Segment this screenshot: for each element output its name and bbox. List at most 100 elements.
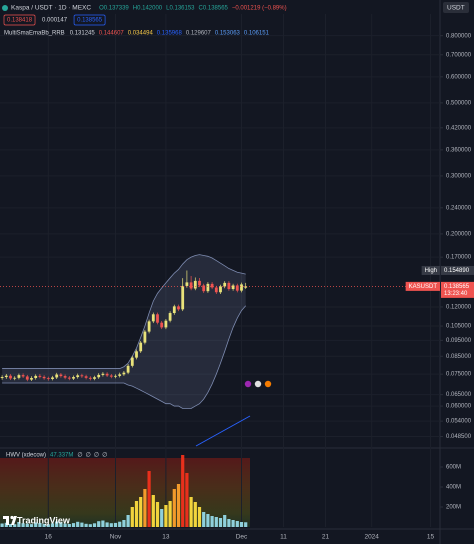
indicator-value: 0.144607 (99, 31, 125, 37)
x-tick-label: 16 (45, 534, 53, 541)
volume-bar (143, 489, 147, 527)
price-box (73, 14, 106, 26)
price-box (3, 14, 36, 26)
candle-body (177, 306, 180, 310)
candle-body (143, 331, 147, 343)
volume-bar (185, 473, 189, 527)
price-box-text: 0.138565 (77, 18, 103, 24)
volume-bar (21, 523, 25, 527)
candle-body (164, 320, 168, 328)
volume-bar (244, 522, 248, 527)
y-tick-label: 0.200000 (446, 231, 472, 237)
volume-bar (17, 522, 21, 527)
na-mark: ∅ (102, 452, 107, 459)
symbol-icon (2, 5, 8, 11)
volume-bar (0, 523, 4, 527)
volume-bar (172, 489, 176, 527)
ohlc-value: C0.138565 (199, 6, 229, 12)
volume-bar (101, 520, 105, 527)
volume-bar (50, 523, 55, 527)
candle-body (59, 374, 63, 377)
x-tick-label: Nov (110, 534, 122, 541)
y-tick-label: 0.360000 (446, 147, 472, 153)
candle-body (51, 377, 54, 380)
volume-bar (134, 501, 139, 527)
indicator-value: 0.106151 (244, 31, 270, 37)
y-tick-label: 0.600000 (446, 74, 472, 80)
y-tick-label: 0.500000 (446, 100, 472, 106)
candle-body (202, 285, 206, 292)
x-tick-label: 2024 (364, 534, 379, 541)
candle-body (105, 373, 109, 376)
symbol: Kaspa / USDT · 1D · MEXC (11, 5, 91, 12)
volume-bar (126, 515, 130, 527)
band-upper (2, 254, 246, 369)
y-tick-label: 0.054000 (446, 419, 472, 425)
indicator-value: 0.129607 (186, 31, 212, 37)
volume-bar (155, 502, 160, 527)
annotation-value: 0.138565 (444, 284, 470, 290)
annotation-sub: 13:23:40 (444, 291, 468, 297)
candle-body (114, 375, 117, 377)
volume-bar (223, 515, 227, 527)
y-tick-label: 0.065000 (446, 392, 472, 398)
volume-bar (239, 522, 244, 527)
candle-body (88, 377, 92, 379)
trend-line (195, 415, 251, 447)
candle-body (181, 285, 185, 310)
price-box-text: 0.138418 (7, 18, 33, 24)
volume-bar (59, 522, 63, 527)
ohlc-value: H0.142000 (133, 6, 163, 12)
candle-body (38, 375, 42, 377)
x-tick-label: 11 (280, 534, 287, 541)
logo: TradingView (17, 515, 71, 525)
candle-body (101, 373, 105, 375)
volume-bar (214, 517, 218, 527)
indicator-name: MultiSmaEmaBb_RRB (4, 31, 65, 37)
event-icon[interactable] (254, 380, 262, 388)
y-tick-label: 0.095000 (446, 338, 472, 344)
volume-bar (189, 497, 193, 527)
x-tick-label: 21 (322, 534, 330, 541)
x-tick-label: 13 (162, 534, 170, 541)
indicator-value: 0.034494 (128, 31, 154, 37)
event-icon[interactable] (244, 380, 252, 388)
candle-body (130, 357, 134, 366)
candle-body (235, 285, 239, 291)
candle-body (240, 284, 243, 291)
bands (2, 254, 247, 409)
candle-body (206, 283, 210, 292)
candle-body (46, 378, 50, 380)
candle-body (135, 351, 138, 358)
na-mark: ∅ (77, 452, 82, 459)
candle-body (109, 375, 113, 377)
annotation-label: High (425, 268, 437, 274)
volume-bar (97, 521, 101, 527)
volume-bar (197, 507, 202, 527)
y-tick-label: 0.085000 (446, 354, 472, 360)
volume-bar (55, 521, 59, 527)
ohlc-value: −0.001219 (−0.89%) (232, 6, 287, 12)
candle-body (147, 321, 151, 332)
volume-bar (151, 495, 155, 527)
candle-body (210, 283, 214, 288)
volume-bar (76, 521, 80, 527)
candle-body (214, 287, 218, 293)
candle-body (160, 322, 164, 328)
volume-bar (109, 523, 113, 527)
candle-body (25, 376, 29, 380)
logo-icon (3, 515, 17, 525)
volume-bar (113, 522, 118, 527)
candle-body (122, 372, 126, 375)
y-tick-label: 0.048500 (446, 434, 472, 440)
volume-bar (218, 518, 223, 527)
candle-body (189, 282, 193, 289)
labels: 0.800000 0.700000 0.600000 0.500000 0.420000… (3, 5, 474, 541)
volume-bar (34, 522, 38, 527)
candle-body (172, 306, 176, 314)
y-tick-label: 0.120000 (446, 305, 472, 311)
event-icon[interactable] (264, 380, 272, 388)
y-tick-label: 0.105000 (446, 324, 472, 330)
volume-bar (206, 514, 210, 527)
currency-box[interactable] (443, 2, 469, 13)
